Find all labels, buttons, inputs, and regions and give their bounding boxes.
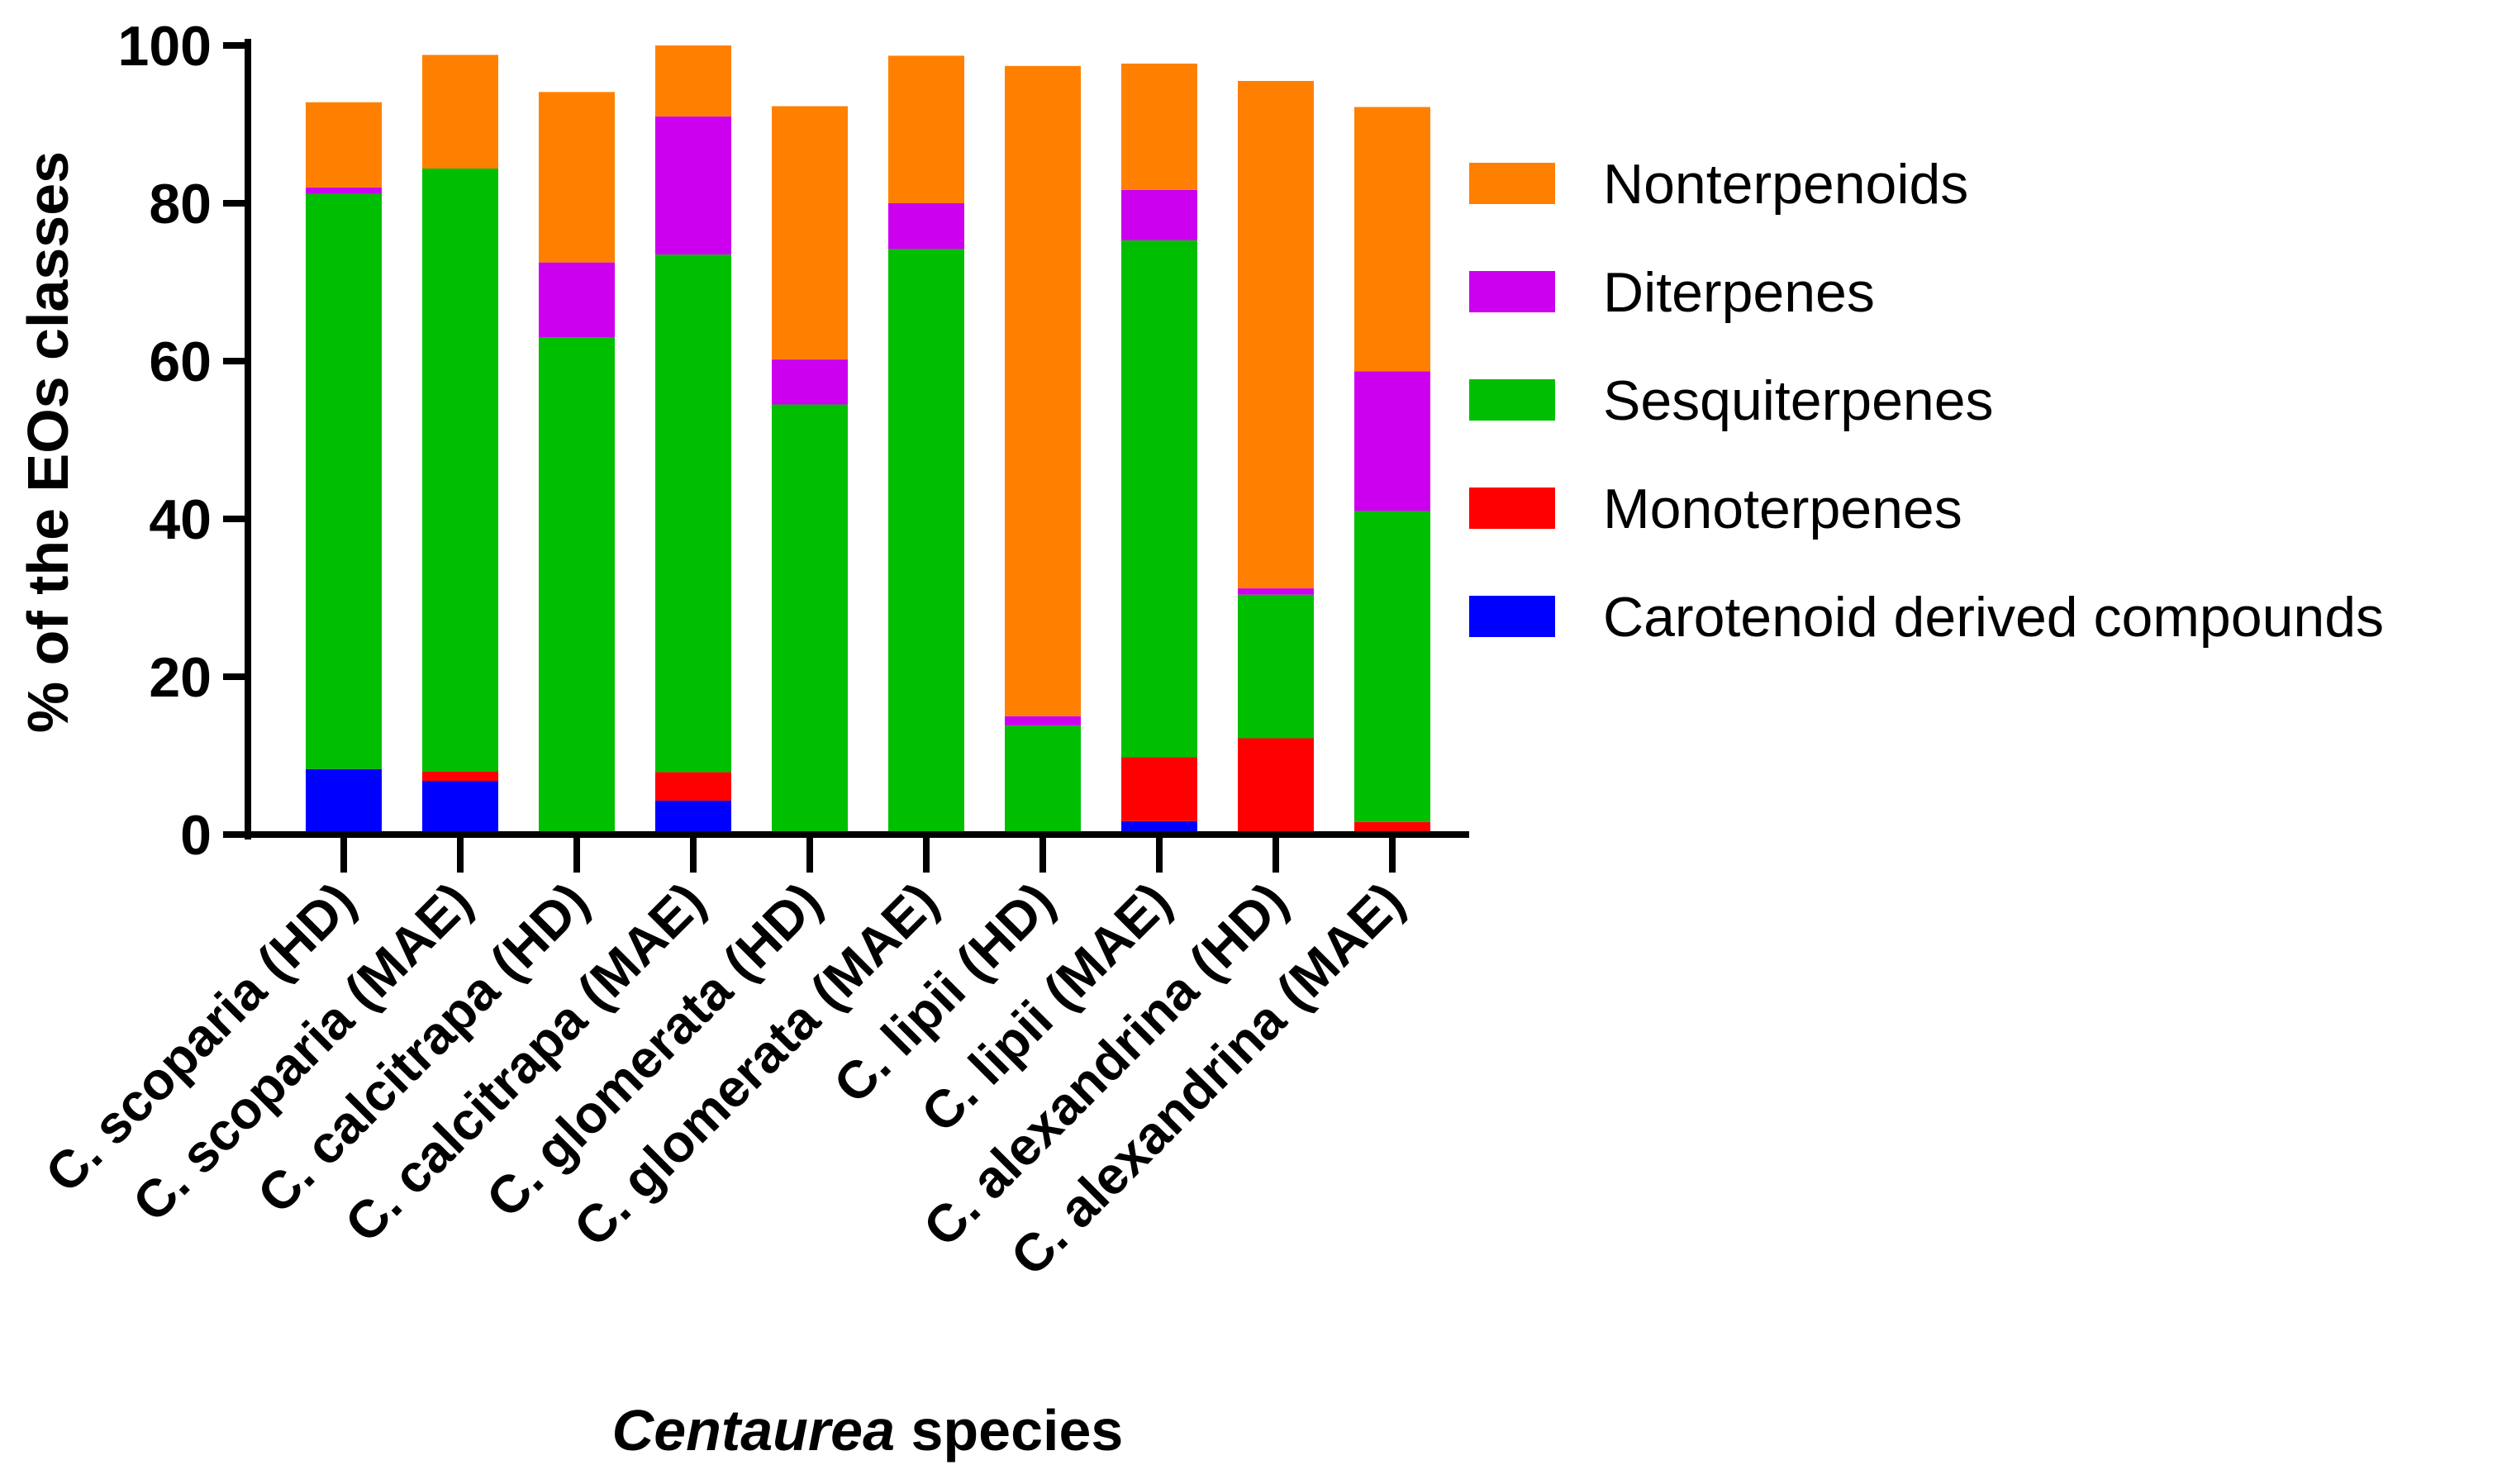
- legend-swatch-sesquiterpenes: [1469, 379, 1555, 421]
- legend-swatch-carotenoid-derived-compounds: [1469, 596, 1555, 637]
- bar-segment-carotenoid-derived-compounds: [422, 781, 498, 835]
- bar-segment-nonterpenoids: [772, 106, 848, 360]
- bar-segment-carotenoid-derived-compounds: [1121, 820, 1197, 835]
- bar-segment-nonterpenoids: [306, 102, 382, 188]
- legend-label: Sesquiterpenes: [1603, 369, 1994, 432]
- bar-segment-carotenoid-derived-compounds: [306, 768, 382, 835]
- bar-segment-monoterpenes: [422, 771, 498, 782]
- legend-swatch-diterpenes: [1469, 271, 1555, 312]
- bar-segment-diterpenes: [772, 359, 848, 405]
- bar-segment-diterpenes: [306, 187, 382, 194]
- y-tick-label: 0: [180, 804, 212, 867]
- bar-segment-carotenoid-derived-compounds: [655, 800, 731, 835]
- y-tick-label: 40: [149, 488, 212, 551]
- bar-segment-nonterpenoids: [1005, 65, 1081, 716]
- y-tick-label: 20: [149, 646, 212, 709]
- bar-segment-diterpenes: [888, 203, 964, 250]
- bar-segment-sesquiterpenes: [1005, 725, 1081, 835]
- bar-segment-sesquiterpenes: [422, 168, 498, 772]
- bar-segment-nonterpenoids: [1238, 80, 1314, 589]
- bar-segment-sesquiterpenes: [655, 254, 731, 773]
- bar-segment-diterpenes: [655, 116, 731, 255]
- bar-segment-monoterpenes: [1121, 757, 1197, 821]
- bar-segment-nonterpenoids: [422, 55, 498, 169]
- bar-segment-nonterpenoids: [655, 45, 731, 117]
- bar-segment-sesquiterpenes: [888, 249, 964, 835]
- legend-label: Carotenoid derived compounds: [1603, 586, 2384, 649]
- legend-label: Nonterpenoids: [1603, 153, 1968, 216]
- bar-segment-nonterpenoids: [539, 92, 615, 263]
- y-tick-label: 80: [149, 173, 212, 235]
- bar-segment-nonterpenoids: [1121, 63, 1197, 190]
- bars-group: [306, 45, 1430, 835]
- bar-segment-diterpenes: [1238, 588, 1314, 595]
- bar-segment-diterpenes: [1005, 716, 1081, 726]
- bar-segment-sesquiterpenes: [1354, 511, 1430, 822]
- legend-label: Monoterpenes: [1603, 478, 1962, 540]
- bar-segment-diterpenes: [1121, 189, 1197, 240]
- y-tick-label: 60: [149, 331, 212, 393]
- bar-segment-sesquiterpenes: [306, 193, 382, 769]
- x-axis-title: Centaurea species: [612, 1398, 1124, 1463]
- bar-segment-sesquiterpenes: [1121, 240, 1197, 758]
- bar-segment-diterpenes: [1354, 371, 1430, 511]
- bar-segment-sesquiterpenes: [539, 337, 615, 835]
- legend-swatch-monoterpenes: [1469, 488, 1555, 529]
- legend-label: Diterpenes: [1603, 261, 1875, 324]
- bar-segment-sesquiterpenes: [772, 404, 848, 835]
- bar-segment-sesquiterpenes: [1238, 594, 1314, 739]
- y-axis-title: % of the EOs classes: [16, 151, 80, 733]
- legend: Nonterpenoids Diterpenes Sesquiterpenes Mon…: [1469, 153, 2384, 649]
- bar-segment-nonterpenoids: [1354, 107, 1430, 372]
- x-axis-title-rest: species: [895, 1398, 1123, 1463]
- legend-swatch-nonterpenoids: [1469, 163, 1555, 204]
- bar-segment-monoterpenes: [655, 772, 731, 801]
- bar-segment-diterpenes: [539, 262, 615, 338]
- bar-segment-nonterpenoids: [888, 55, 964, 203]
- bar-segment-monoterpenes: [1238, 738, 1314, 835]
- x-axis-title-genus: Centaurea: [612, 1398, 895, 1463]
- y-tick-label: 100: [118, 15, 212, 78]
